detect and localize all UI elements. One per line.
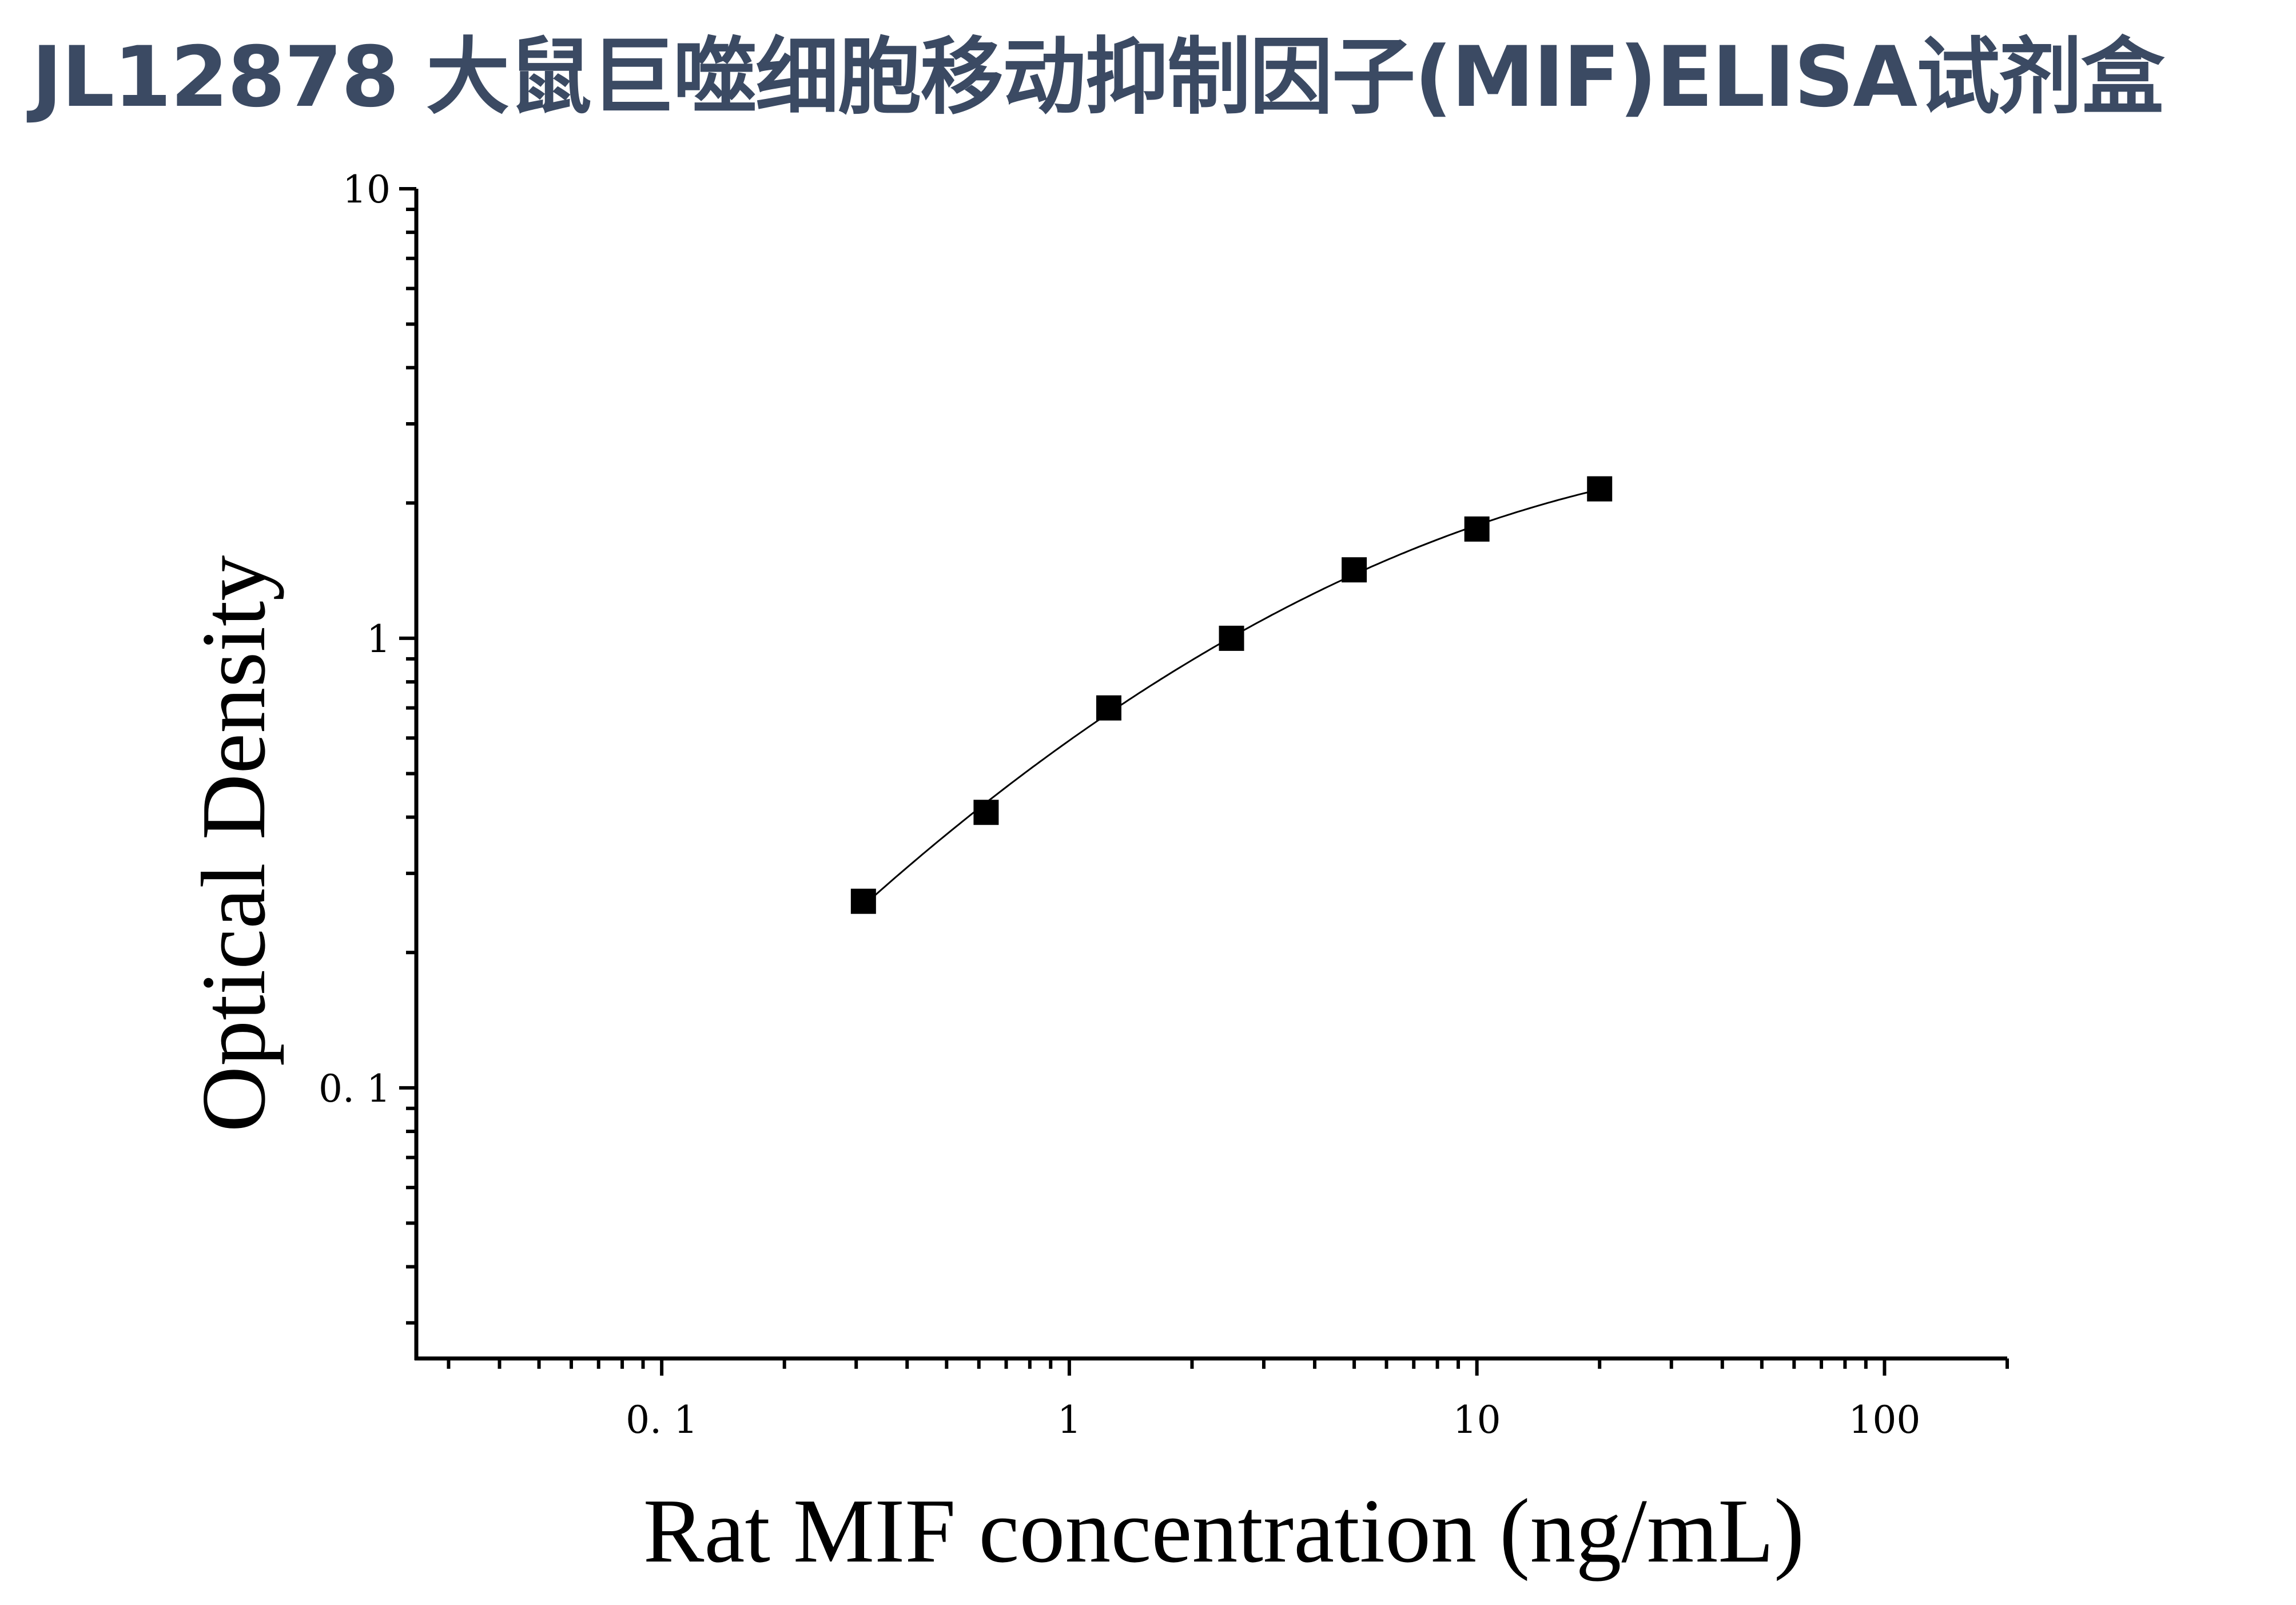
y-tick-label: 1: [367, 617, 391, 661]
y-tick-label: 10: [343, 168, 391, 212]
data-point-square: [1342, 557, 1367, 583]
data-point-square: [1464, 516, 1490, 542]
data-point-square: [1587, 476, 1613, 502]
y-tick-label: 0. 1: [319, 1067, 391, 1111]
data-point-square: [1096, 695, 1121, 721]
x-tick-label: 1: [1057, 1398, 1081, 1442]
fit-curve-group: [862, 488, 1600, 907]
x-axis-title: Rat MIF concentration (ng/mL): [643, 1480, 1805, 1582]
page-title: JL12878 大鼠巨噬细胞移动抑制因子(MIF)ELISA试剂盒: [31, 29, 2164, 126]
x-tick-label: 100: [1848, 1398, 1920, 1442]
x-tick-label: 10: [1453, 1398, 1501, 1442]
tick-labels: 0. 1 1 10 100 0. 1 1 10: [319, 168, 1920, 1442]
fit-curve: [862, 488, 1600, 907]
x-tick-label: 0. 1: [626, 1398, 698, 1442]
data-point-square: [1219, 625, 1244, 651]
data-points: [850, 476, 1613, 914]
data-point-square: [973, 800, 999, 825]
y-axis-title: Optical Density: [182, 555, 284, 1133]
axes: [399, 187, 2009, 1376]
data-point-square: [850, 888, 876, 914]
